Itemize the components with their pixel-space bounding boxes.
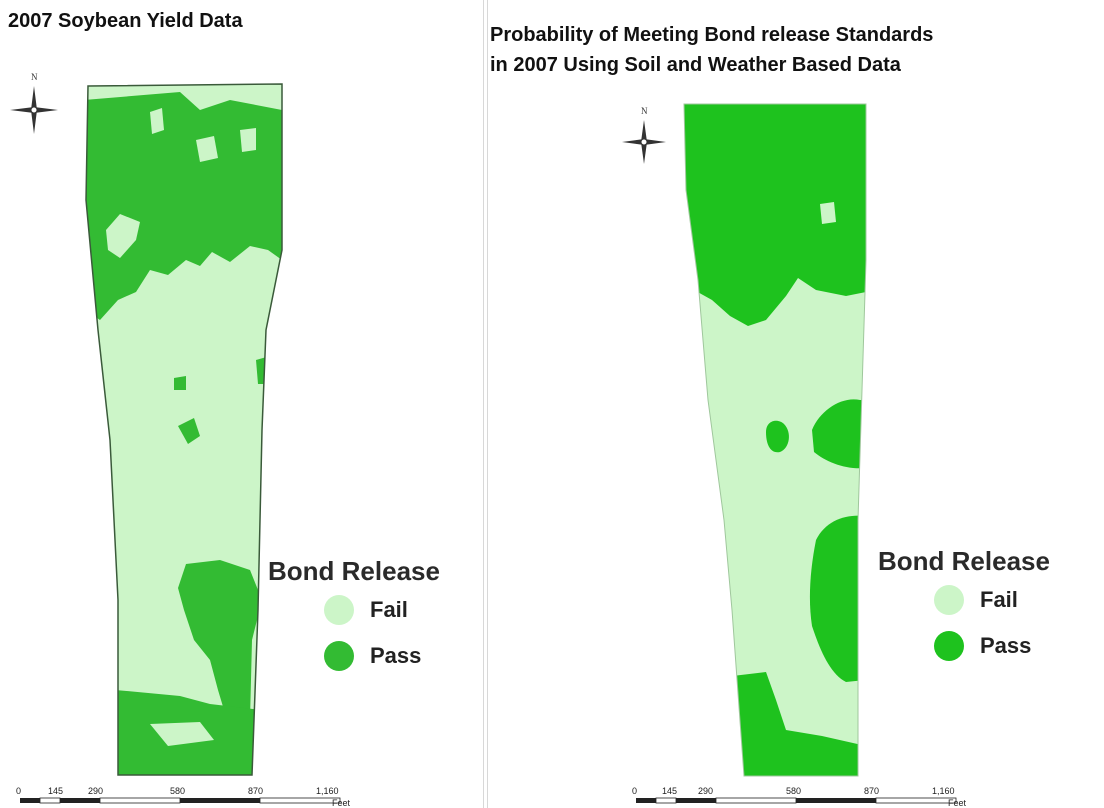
- right-legend-label-fail: Fail: [980, 587, 1018, 612]
- left-legend-title: Bond Release: [268, 556, 440, 586]
- right-compass-north-label: N: [641, 106, 648, 116]
- right-legend-swatch-fail: [934, 585, 964, 615]
- left-field-fail-patch-4: [240, 128, 256, 152]
- right-map-panel: Probability of Meeting Bond release Stan…: [486, 0, 1104, 808]
- right-scale-tick: 0: [632, 786, 637, 796]
- right-scale-tick: 580: [786, 786, 801, 796]
- left-scale-tick: 870: [248, 786, 263, 796]
- left-map-title: 2007 Soybean Yield Data: [8, 10, 243, 32]
- right-map-title-line-1: Probability of Meeting Bond release Stan…: [490, 24, 934, 46]
- left-legend-item-fail: Fail: [324, 587, 440, 633]
- right-field-pass-zone-south: [732, 672, 866, 776]
- right-legend-label-pass: Pass: [980, 633, 1032, 658]
- panel-divider: [483, 0, 488, 808]
- left-field-fail-patch-1: [106, 214, 140, 258]
- left-scale-unit: Feet: [332, 798, 351, 808]
- left-compass-north-label: N: [31, 72, 38, 82]
- left-field-pass-zone-south: [178, 560, 262, 730]
- right-field-fail-patch-north: [820, 202, 836, 224]
- left-field-fail-patch-2: [150, 108, 164, 134]
- right-compass-icon: N: [622, 106, 666, 164]
- left-legend-item-pass: Pass: [324, 633, 440, 679]
- left-field-fail-patch-3: [196, 136, 218, 162]
- left-field-fail-patch-5: [150, 722, 214, 746]
- left-scale-tick: 0: [16, 786, 21, 796]
- right-legend-title: Bond Release: [878, 546, 1050, 576]
- left-compass-icon: N: [10, 72, 58, 134]
- right-map-canvas: N 0 145: [622, 103, 967, 808]
- right-field-pass-zone-north: [684, 104, 866, 326]
- right-scale-unit: Feet: [948, 798, 967, 808]
- right-map-title: Probability of Meeting Bond release Stan…: [490, 20, 933, 80]
- left-field-map: [85, 83, 283, 776]
- left-scale-bar: 0 145 290 580 870 1,160 Feet: [16, 786, 351, 808]
- left-legend-label-fail: Fail: [370, 597, 408, 622]
- left-field-pass-spot-1: [174, 376, 186, 390]
- right-legend-item-fail: Fail: [934, 577, 1050, 623]
- right-field-map: [683, 103, 867, 777]
- right-field-pass-zone-east: [812, 399, 866, 469]
- right-legend-swatch-pass: [934, 631, 964, 661]
- right-field-pass-spot-center: [766, 420, 789, 453]
- right-legend-item-pass: Pass: [934, 623, 1050, 669]
- left-legend: Bond Release Fail Pass: [268, 555, 440, 679]
- left-field-pass-spot-2: [178, 418, 200, 444]
- left-field-boundary: [85, 83, 283, 776]
- left-scale-tick: 580: [170, 786, 185, 796]
- left-scale-tick: 145: [48, 786, 63, 796]
- left-map-panel: 2007 Soybean Yield Data N: [0, 0, 484, 808]
- right-scale-tick: 290: [698, 786, 713, 796]
- left-legend-label-pass: Pass: [370, 643, 422, 668]
- right-legend: Bond Release Fail Pass: [878, 545, 1050, 669]
- left-map-canvas: N: [10, 72, 351, 808]
- left-field-pass-spot-3: [256, 356, 270, 384]
- left-scale-tick: 290: [88, 786, 103, 796]
- left-scale-tick: 1,160: [316, 786, 339, 796]
- right-scale-tick: 1,160: [932, 786, 955, 796]
- right-map-title-line-2: in 2007 Using Soil and Weather Based Dat…: [490, 54, 901, 76]
- left-legend-swatch-pass: [324, 641, 354, 671]
- right-scale-bar: 0 145 290 580 870 1,160 Feet: [632, 786, 967, 808]
- right-field-pass-zone-southeast: [809, 515, 866, 682]
- right-scale-tick: 145: [662, 786, 677, 796]
- left-field-pass-zone-north: [86, 92, 282, 320]
- left-legend-swatch-fail: [324, 595, 354, 625]
- right-scale-tick: 870: [864, 786, 879, 796]
- right-field-boundary: [683, 103, 867, 777]
